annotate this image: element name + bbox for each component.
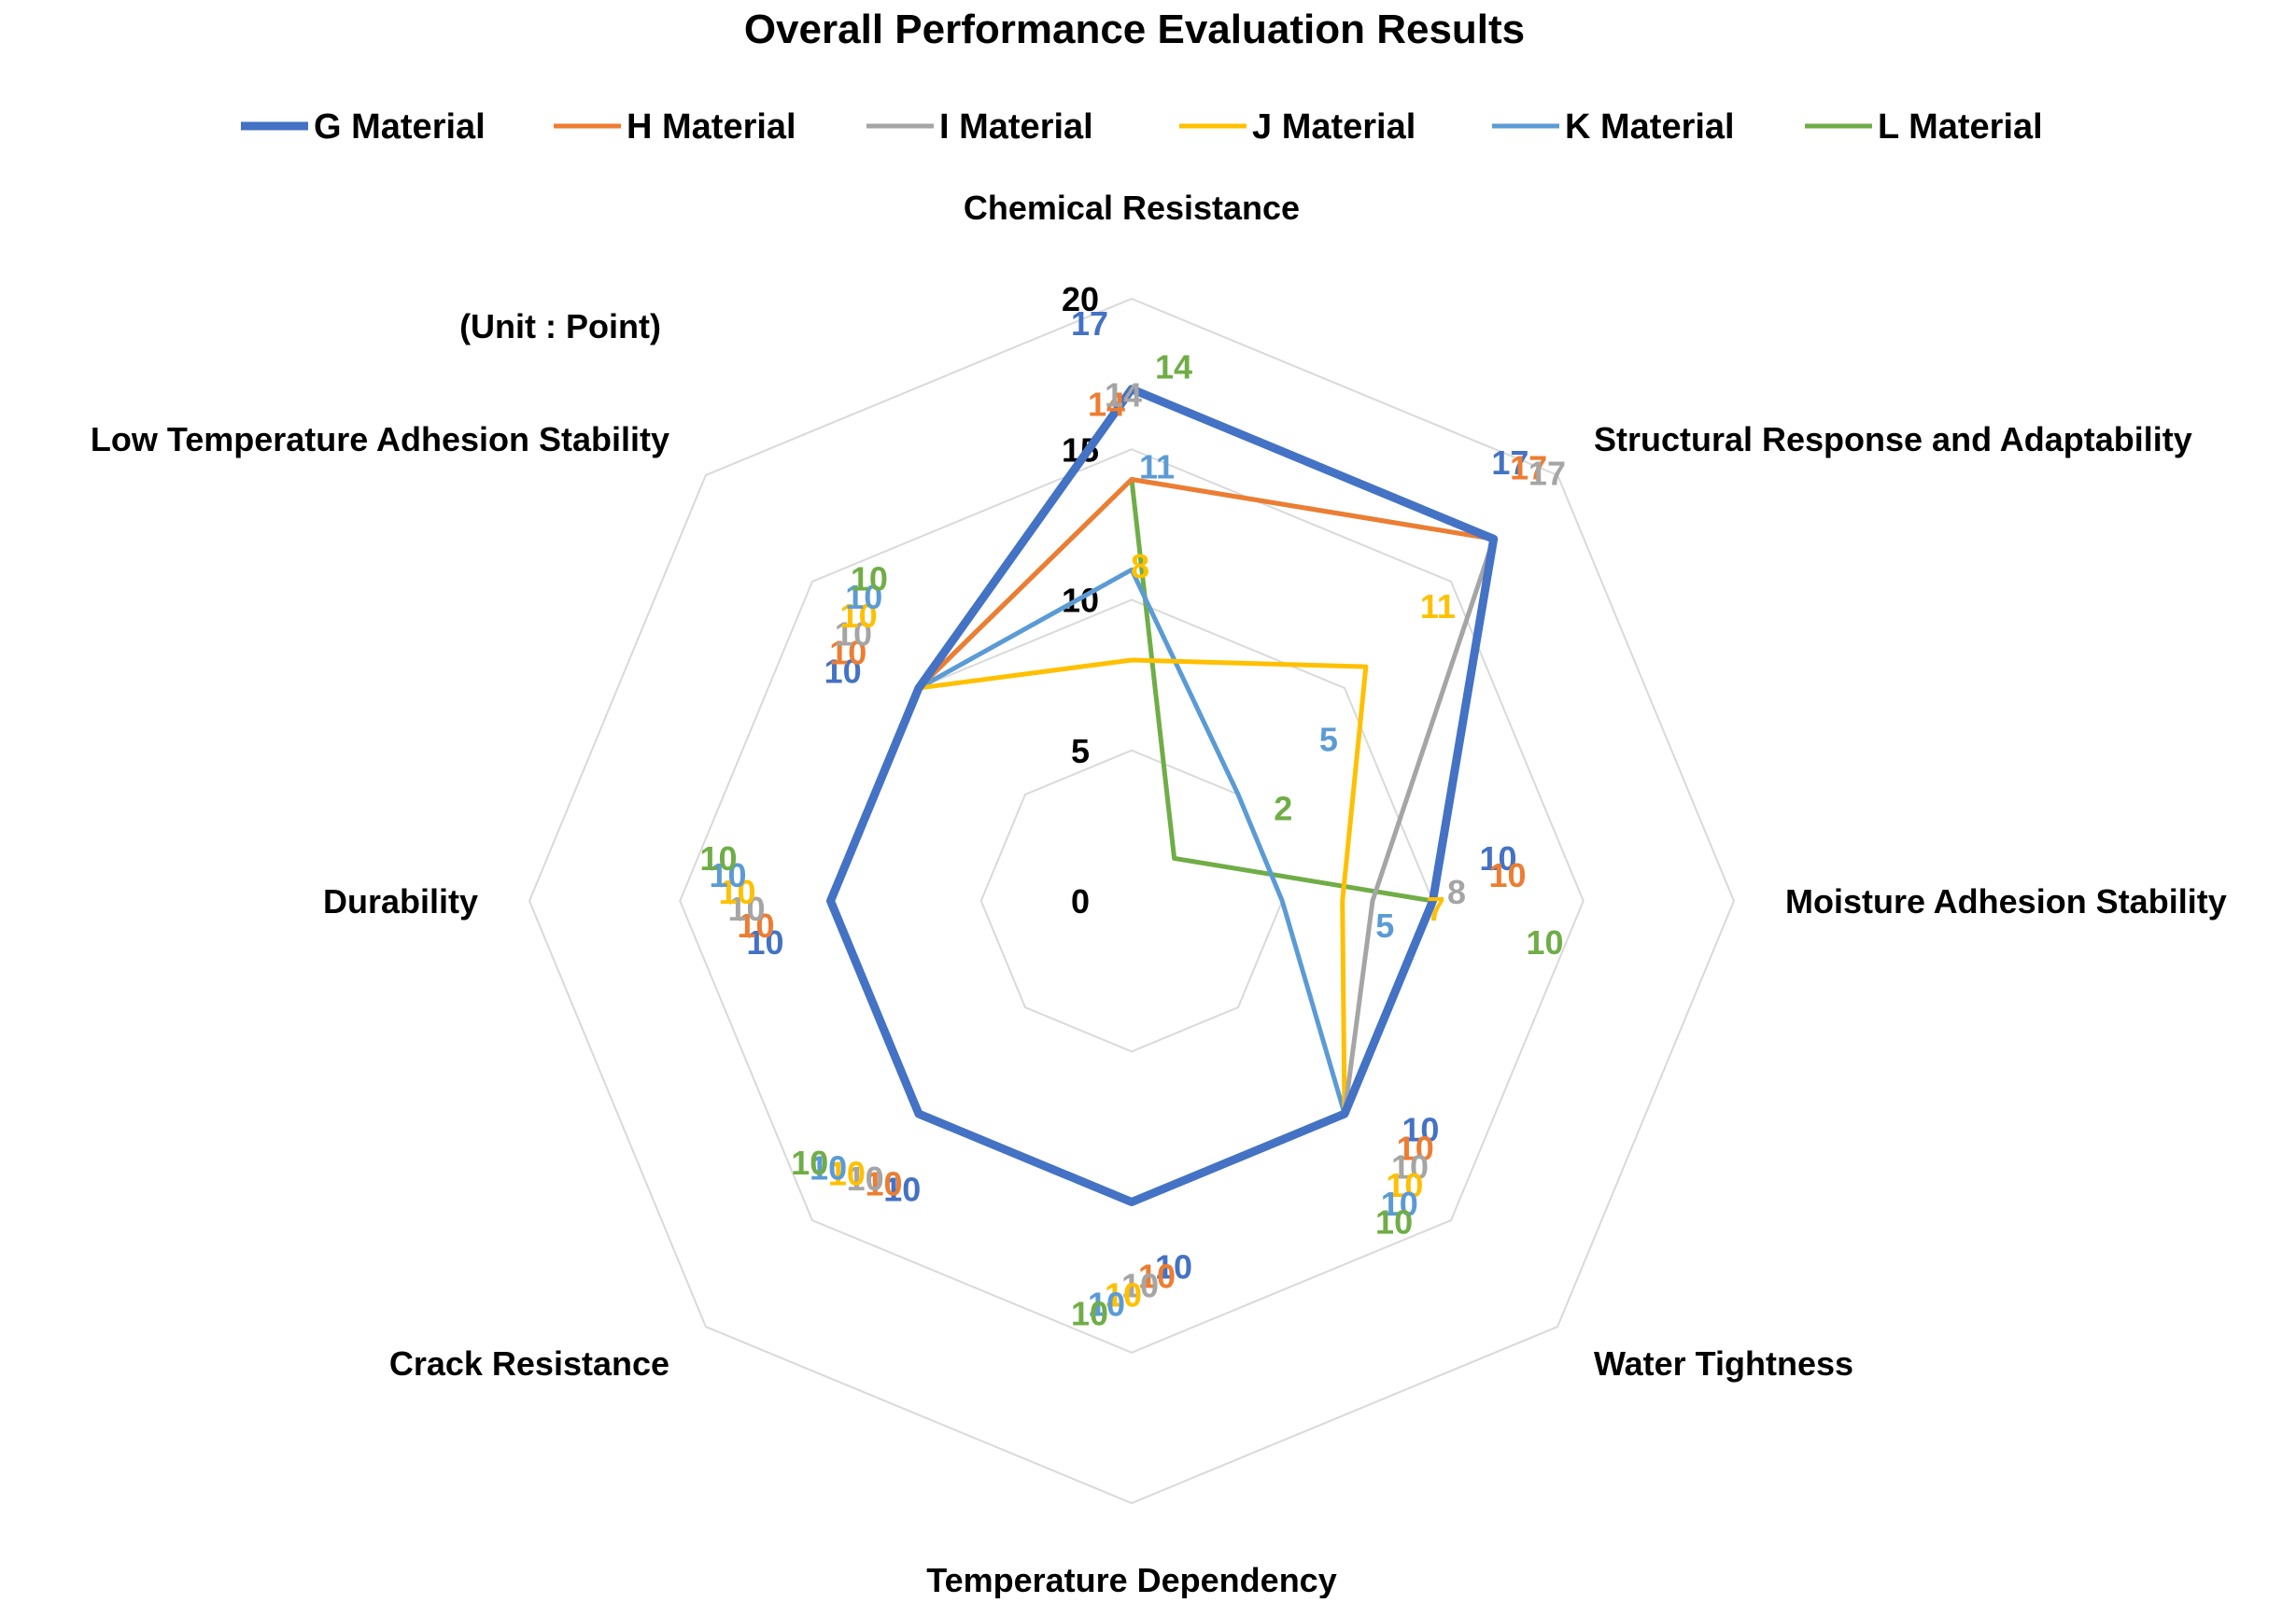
- data-label-1-7: 10: [829, 633, 866, 671]
- data-label-5-2: 10: [1526, 923, 1563, 962]
- axis-label-0: Chemical Resistance: [964, 189, 1300, 227]
- data-label-3-7: 10: [840, 597, 878, 635]
- data-label-5-1: 2: [1274, 789, 1292, 827]
- series-line-2: [828, 477, 1497, 1204]
- data-label-5-6: 10: [699, 839, 737, 878]
- data-label-4-4: 10: [1088, 1286, 1125, 1324]
- series-layer: [826, 385, 1499, 1206]
- data-label-4-7: 10: [845, 578, 882, 616]
- data-label-5-7: 10: [851, 559, 888, 598]
- data-label-2-7: 10: [835, 615, 872, 654]
- data-label-1-3: 10: [1397, 1130, 1434, 1168]
- data-label-2-0: 14: [1105, 376, 1142, 415]
- axis-label-5: Crack Resistance: [389, 1344, 669, 1383]
- data-label-0-7: 10: [824, 652, 862, 690]
- data-label-3-4: 10: [1105, 1276, 1142, 1315]
- data-label-2-3: 10: [1391, 1147, 1429, 1186]
- legend-label-0: G Material: [314, 107, 486, 147]
- data-label-layer: 1717101010101010141710101010101014178101…: [699, 304, 1565, 1333]
- data-label-3-1: 11: [1420, 587, 1456, 626]
- data-label-0-1: 17: [1491, 443, 1528, 482]
- data-label-5-4: 10: [1071, 1295, 1108, 1333]
- tick-label-5: 5: [1071, 732, 1090, 770]
- data-label-0-2: 10: [1479, 839, 1516, 878]
- data-label-3-3: 10: [1386, 1166, 1423, 1204]
- data-label-5-5: 10: [791, 1144, 828, 1182]
- data-label-4-0: 11: [1139, 447, 1175, 485]
- data-label-5-3: 10: [1375, 1203, 1413, 1242]
- data-label-1-6: 10: [737, 907, 774, 945]
- data-label-0-6: 10: [746, 923, 783, 962]
- data-label-3-0: 8: [1131, 547, 1149, 585]
- axis-label-2: Moisture Adhesion Stability: [1785, 882, 2227, 921]
- legend-label-4: K Material: [1565, 107, 1735, 147]
- data-label-1-1: 17: [1510, 449, 1547, 487]
- data-label-3-2: 7: [1427, 890, 1445, 928]
- data-label-4-2: 5: [1375, 907, 1394, 945]
- data-label-4-1: 5: [1319, 720, 1338, 758]
- tick-label-20: 20: [1062, 280, 1099, 318]
- data-label-5-0: 14: [1155, 348, 1192, 387]
- data-label-0-5: 10: [883, 1170, 921, 1208]
- data-label-4-3: 10: [1381, 1185, 1418, 1223]
- grid-ring-20: [528, 297, 1736, 1505]
- axis-label-1: Structural Response and Adaptability: [1594, 420, 2192, 458]
- axis-label-layer: Chemical Resistance Structural Response a…: [91, 189, 2227, 1599]
- data-label-1-0: 14: [1088, 386, 1125, 424]
- data-label-1-2: 10: [1488, 856, 1526, 894]
- legend-label-2: I Material: [939, 107, 1093, 147]
- data-label-4-5: 10: [810, 1149, 847, 1188]
- data-label-2-5: 10: [847, 1160, 884, 1198]
- data-label-0-0: 17: [1071, 304, 1108, 343]
- tick-label-0: 0: [1071, 882, 1090, 921]
- legend-label-3: J Material: [1252, 107, 1416, 147]
- series-line-3: [828, 657, 1369, 1204]
- unit-note: (Unit : Point): [459, 307, 661, 345]
- data-label-0-4: 10: [1155, 1248, 1192, 1287]
- data-label-2-4: 10: [1121, 1267, 1159, 1305]
- data-label-1-5: 10: [865, 1165, 902, 1203]
- axis-label-6: Durability: [323, 882, 478, 921]
- data-label-2-6: 10: [727, 890, 765, 928]
- data-label-2-1: 17: [1528, 454, 1566, 492]
- axis-label-7: Low Temperature Adhesion Stability: [91, 420, 669, 458]
- axis-label-4: Temperature Dependency: [926, 1561, 1336, 1598]
- chart-title: Overall Performance Evaluation Results: [744, 7, 1525, 52]
- data-label-1-4: 10: [1138, 1258, 1176, 1296]
- legend-label-5: L Material: [1878, 107, 2043, 147]
- axis-label-3: Water Tightness: [1594, 1344, 1853, 1383]
- data-label-3-6: 10: [718, 873, 755, 911]
- data-label-3-5: 10: [828, 1154, 866, 1192]
- series-line-0: [826, 385, 1499, 1206]
- data-label-2-2: 8: [1447, 873, 1466, 911]
- legend: G Material H Material I Material J Material…: [241, 107, 2043, 147]
- data-label-0-3: 10: [1402, 1111, 1439, 1149]
- data-label-4-6: 10: [709, 856, 746, 894]
- grid-ring-15: [679, 448, 1585, 1354]
- legend-label-1: H Material: [627, 107, 796, 147]
